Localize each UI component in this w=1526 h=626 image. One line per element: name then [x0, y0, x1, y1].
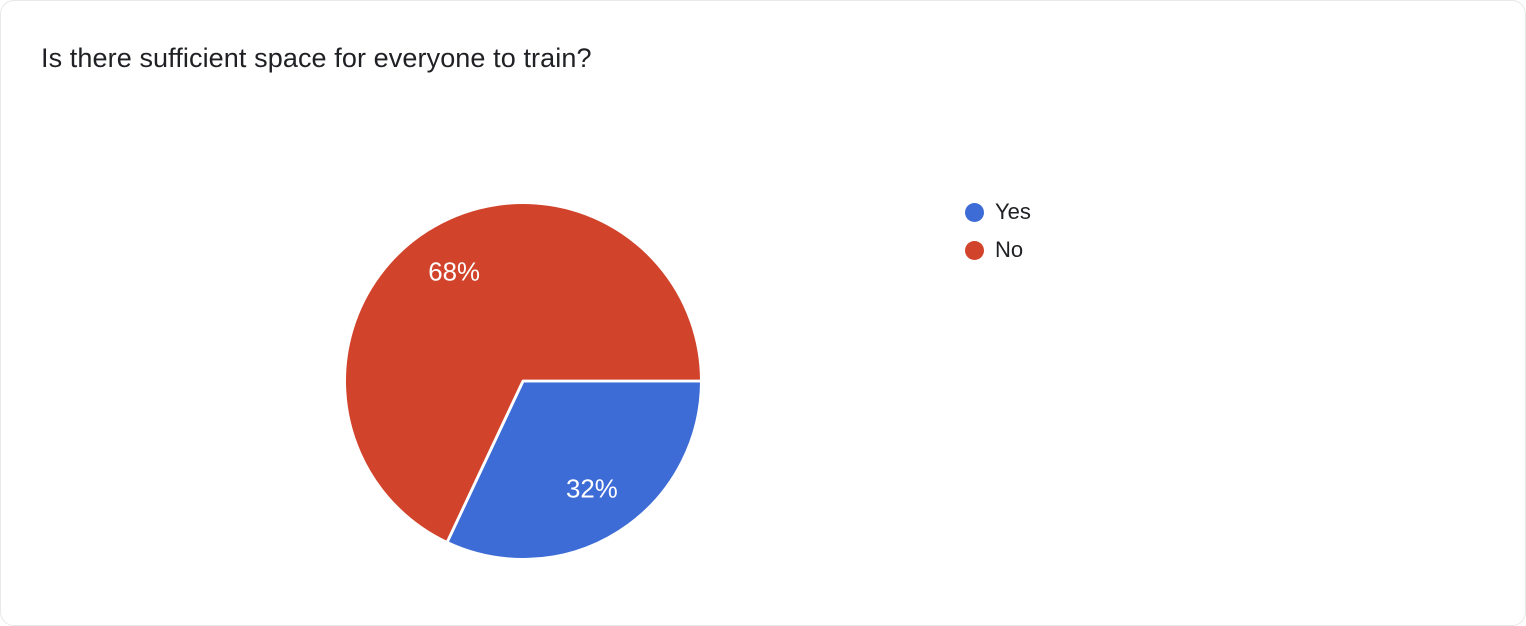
legend-swatch-no-icon — [965, 240, 984, 260]
legend: Yes No — [965, 198, 1031, 264]
pie-slice-yes — [445, 379, 703, 561]
legend-item-no: No — [965, 236, 1031, 264]
pie-chart: 32% 68% — [341, 199, 705, 563]
pie-slice-label-no: 68% — [428, 259, 480, 287]
pie-chart-svg: 32% 68% — [343, 201, 703, 561]
pie-slice-no — [343, 201, 703, 544]
chart-title: Is there sufficient space for everyone t… — [41, 43, 592, 73]
legend-item-yes: Yes — [965, 198, 1031, 226]
legend-label-yes: Yes — [995, 199, 1031, 224]
legend-label-no: No — [995, 237, 1024, 262]
pie-slice-label-yes: 32% — [566, 475, 618, 503]
legend-swatch-yes-icon — [965, 202, 984, 222]
